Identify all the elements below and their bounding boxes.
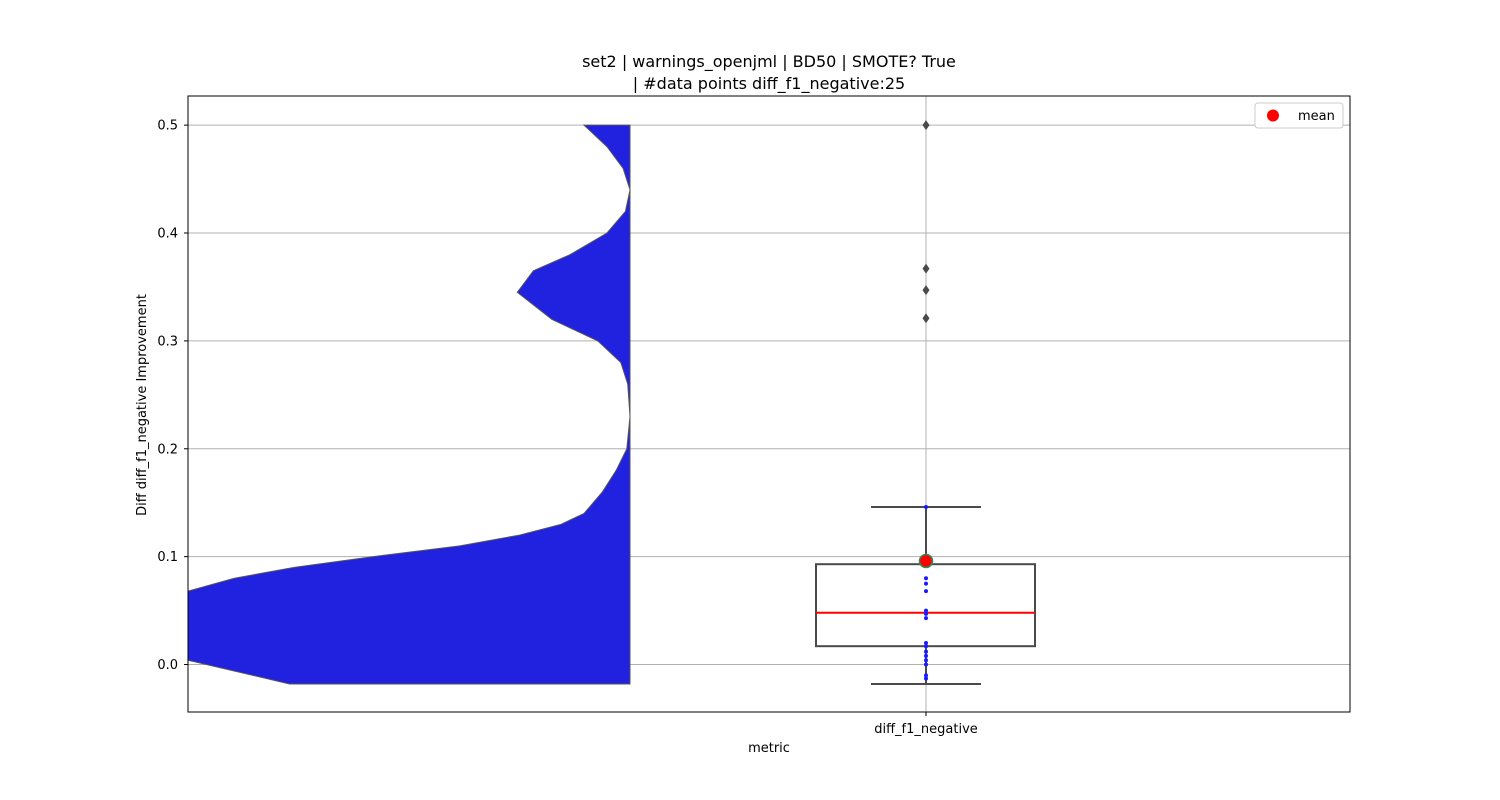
y-tick-label: 0.3: [157, 334, 178, 349]
strip-point: [924, 576, 928, 581]
y-tick-label: 0.4: [157, 227, 178, 242]
legend: mean: [1254, 102, 1344, 129]
violin-body: [188, 124, 631, 685]
y-axis-label: Diff diff_f1_negative Improvement: [135, 294, 150, 516]
strip-point: [924, 658, 928, 663]
plot-frame: [187, 95, 1351, 713]
outlier-point: [922, 263, 930, 274]
axis-ticks: 0.0 0.1 0.2 0.3 0.4 0.5 diff_f1_negative: [157, 119, 977, 737]
x-tick-label: diff_f1_negative: [874, 722, 978, 737]
strip-point: [924, 581, 928, 586]
strip-point: [924, 589, 928, 594]
strip-point: [924, 673, 928, 678]
outlier-point: [922, 313, 930, 324]
strip-point: [924, 653, 928, 658]
box-plot: [815, 120, 1036, 685]
strip-point: [924, 640, 928, 645]
strip-point: [924, 676, 928, 681]
strip-point: [924, 505, 928, 510]
chart-title-line-2: | #data points diff_f1_negative:25: [633, 74, 905, 94]
x-axis-label: metric: [748, 741, 790, 756]
strip-point: [924, 649, 928, 654]
strip-point: [924, 644, 928, 649]
outlier-point: [922, 285, 930, 296]
y-tick-label: 0.5: [157, 119, 178, 134]
strip-point: [924, 662, 928, 667]
y-tick-label: 0.1: [157, 550, 178, 565]
legend-frame: [1254, 102, 1344, 129]
mean-marker: [918, 553, 934, 569]
y-tick-label: 0.0: [157, 658, 178, 673]
strip-point: [924, 608, 928, 613]
outlier-point: [922, 120, 930, 131]
chart-title-line-1: set2 | warnings_openjml | BD50 | SMOTE? …: [582, 52, 956, 72]
y-tick-label: 0.2: [157, 442, 178, 457]
legend-mean-label: mean: [1298, 109, 1335, 124]
legend-mean-marker: [1267, 109, 1279, 122]
strip-point: [924, 611, 928, 616]
strip-point: [924, 616, 928, 621]
violin-plot: [188, 124, 631, 685]
